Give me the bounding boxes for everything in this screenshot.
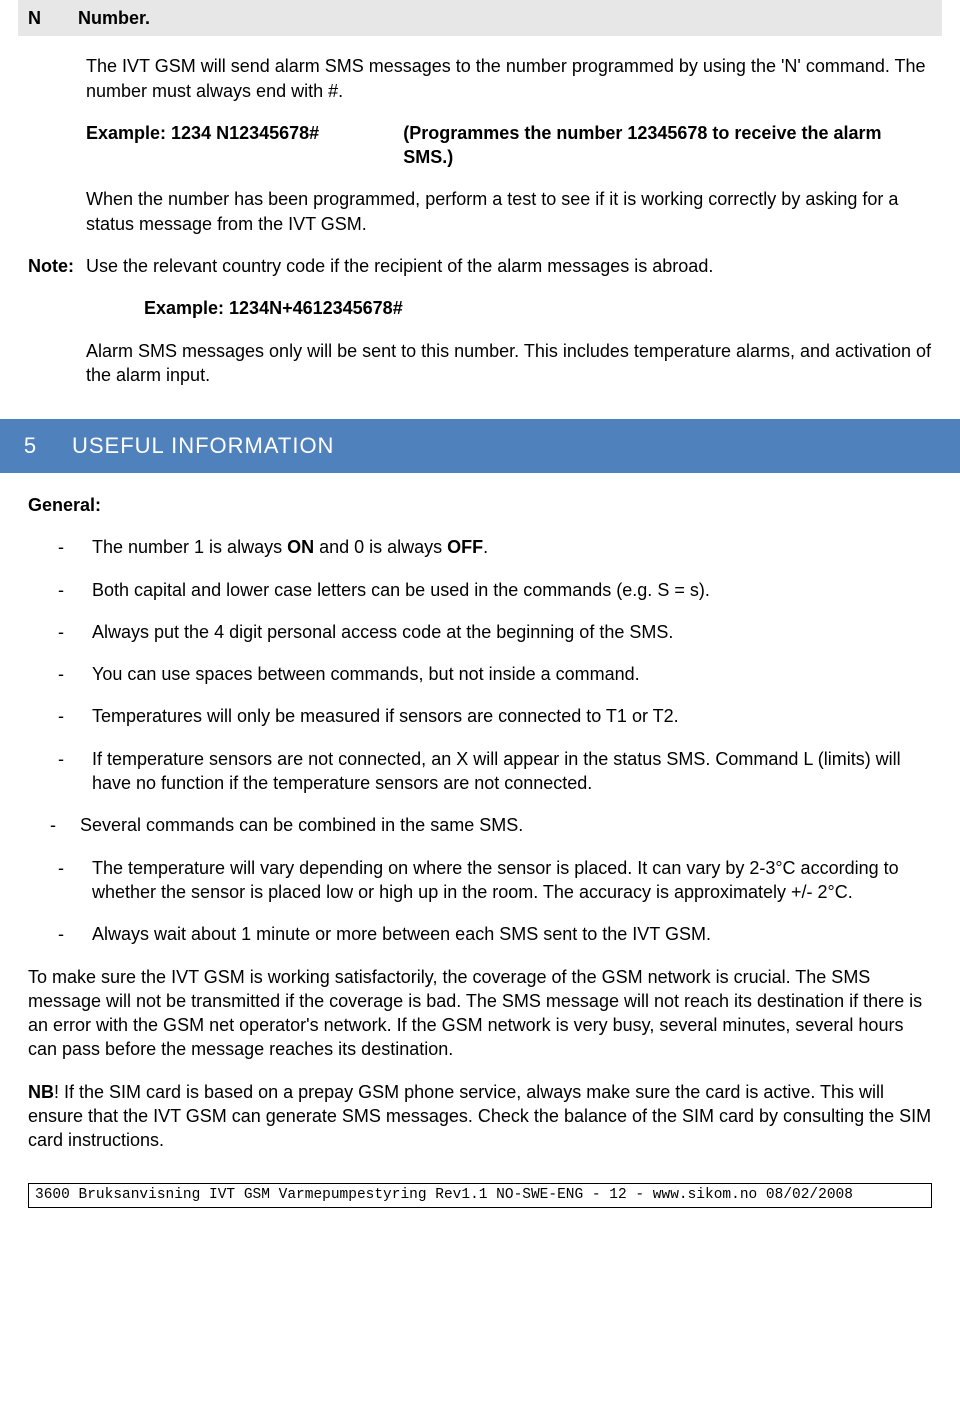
note-text: Use the relevant country code if the rec…: [86, 254, 932, 278]
bullet-dash: -: [58, 662, 92, 686]
bullet-1-off: OFF: [447, 537, 483, 557]
bullet-6-text: If temperature sensors are not connected…: [92, 747, 932, 796]
nb-paragraph: NB! If the SIM card is based on a prepay…: [28, 1080, 932, 1153]
bullet-5-text: Temperatures will only be measured if se…: [92, 704, 932, 728]
bullet-9-text: Always wait about 1 minute or more betwe…: [92, 922, 932, 946]
general-label: General:: [28, 493, 932, 517]
bullet-4-text: You can use spaces between commands, but…: [92, 662, 932, 686]
bullet-dash: -: [58, 922, 92, 946]
bullet-1-on: ON: [287, 537, 314, 557]
bullet-3: - Always put the 4 digit personal access…: [58, 620, 932, 644]
note-row: Note: Use the relevant country code if t…: [28, 254, 932, 278]
bullet-1-mid: and 0 is always: [314, 537, 447, 557]
bullet-1-pre: The number 1 is always: [92, 537, 287, 557]
example-2: Example: 1234N+4612345678#: [144, 296, 932, 320]
coverage-paragraph: To make sure the IVT GSM is working sati…: [28, 965, 932, 1062]
bullet-3-text: Always put the 4 digit personal access c…: [92, 620, 932, 644]
example-1-row: Example: 1234 N12345678# (Programmes the…: [86, 121, 932, 170]
bullet-dash: -: [58, 747, 92, 796]
command-title: Number.: [78, 6, 150, 30]
after-example-paragraph: When the number has been programmed, per…: [86, 187, 932, 236]
bullet-dash: -: [58, 620, 92, 644]
bullet-2-text: Both capital and lower case letters can …: [92, 578, 932, 602]
bullet-7: - Several commands can be combined in th…: [50, 813, 932, 837]
bullet-dash: -: [58, 856, 92, 905]
bullet-1-post: .: [483, 537, 488, 557]
bullet-dash: -: [58, 578, 92, 602]
bullet-dash: -: [58, 704, 92, 728]
command-header: N Number.: [18, 0, 942, 36]
nb-text: ! If the SIM card is based on a prepay G…: [28, 1082, 931, 1151]
bullet-dash: -: [50, 813, 80, 837]
example-1-left: Example: 1234 N12345678#: [86, 121, 403, 170]
bullet-6: - If temperature sensors are not connect…: [58, 747, 932, 796]
bullet-dash: -: [58, 535, 92, 559]
bullet-4: - You can use spaces between commands, b…: [58, 662, 932, 686]
bullet-7-text: Several commands can be combined in the …: [80, 813, 932, 837]
footer-box: 3600 Bruksanvisning IVT GSM Varmepumpest…: [28, 1183, 932, 1209]
intro-paragraph: The IVT GSM will send alarm SMS messages…: [86, 54, 932, 103]
bullet-1: - The number 1 is always ON and 0 is alw…: [58, 535, 932, 559]
after-example2-paragraph: Alarm SMS messages only will be sent to …: [86, 339, 932, 388]
bullet-8: - The temperature will vary depending on…: [58, 856, 932, 905]
command-letter: N: [28, 6, 78, 30]
nb-label: NB: [28, 1082, 54, 1102]
example-1-right: (Programmes the number 12345678 to recei…: [403, 121, 932, 170]
section-number: 5: [0, 419, 60, 473]
note-label: Note:: [28, 254, 86, 278]
section-title: USEFUL INFORMATION: [60, 419, 346, 473]
bullet-5: - Temperatures will only be measured if …: [58, 704, 932, 728]
section-bar: 5 USEFUL INFORMATION: [0, 419, 960, 473]
bullet-1-text: The number 1 is always ON and 0 is alway…: [92, 535, 932, 559]
bullet-2: - Both capital and lower case letters ca…: [58, 578, 932, 602]
bullet-8-text: The temperature will vary depending on w…: [92, 856, 932, 905]
bullet-9: - Always wait about 1 minute or more bet…: [58, 922, 932, 946]
